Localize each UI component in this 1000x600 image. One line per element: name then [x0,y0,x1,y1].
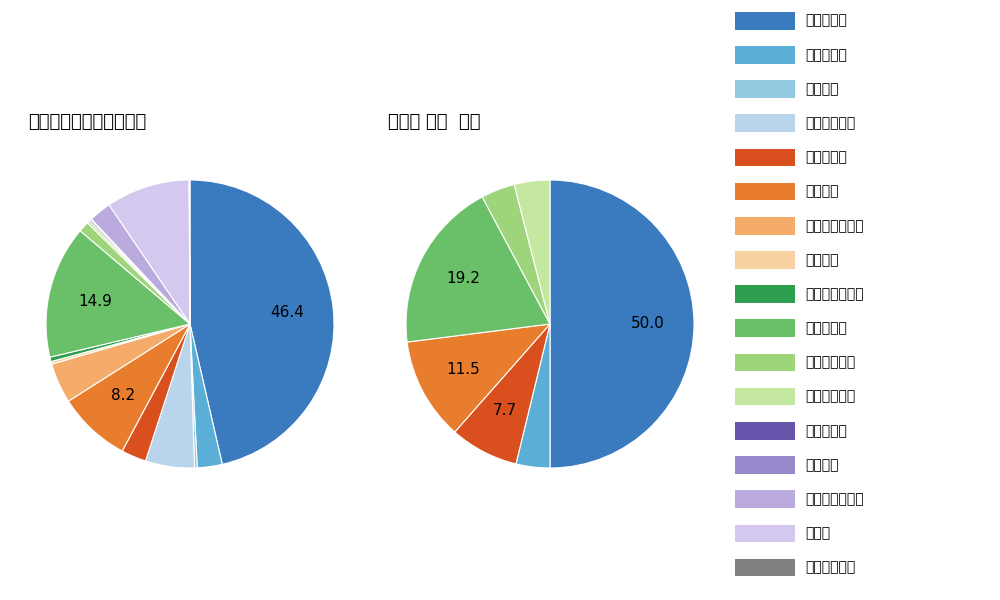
Text: チェンジアップ: チェンジアップ [806,219,864,233]
Bar [735,524,795,542]
Wedge shape [91,205,190,324]
Wedge shape [514,180,550,324]
Text: スプリット: スプリット [806,151,847,164]
Text: 11.5: 11.5 [447,362,480,377]
Text: 14.9: 14.9 [78,293,112,308]
Wedge shape [455,324,550,464]
Wedge shape [550,180,694,468]
Bar [735,353,795,371]
Wedge shape [89,220,190,324]
Text: 高速スライダー: 高速スライダー [806,287,864,301]
Text: スクリュー: スクリュー [806,424,847,438]
Wedge shape [51,324,190,364]
Wedge shape [516,324,550,468]
Text: スライダー: スライダー [806,321,847,335]
Bar [735,12,795,29]
Wedge shape [46,231,190,357]
Text: フォーク: フォーク [806,185,839,199]
Text: ナックルカーブ: ナックルカーブ [806,492,864,506]
Bar [735,388,795,406]
Text: シュート: シュート [806,82,839,96]
Wedge shape [190,324,197,468]
Text: パワーカーブ: パワーカーブ [806,389,856,404]
Wedge shape [482,185,550,324]
Text: 19.2: 19.2 [446,271,480,286]
Wedge shape [52,324,190,401]
Bar [735,456,795,474]
Bar [735,422,795,440]
Text: 縦スライダー: 縦スライダー [806,355,856,370]
Bar [735,80,795,98]
Bar [735,490,795,508]
Wedge shape [91,219,190,324]
Text: 50.0: 50.0 [631,317,665,331]
Bar [735,183,795,200]
Text: パ・リーグ全プレイヤー: パ・リーグ全プレイヤー [28,113,146,131]
Wedge shape [190,324,222,468]
Bar [735,319,795,337]
Text: 8.2: 8.2 [111,388,135,403]
Wedge shape [68,324,190,451]
Wedge shape [190,180,334,464]
Text: ツーシーム: ツーシーム [806,48,847,62]
Wedge shape [406,197,550,342]
Wedge shape [80,223,190,324]
Bar [735,149,795,166]
Bar [735,251,795,269]
Bar [735,46,795,64]
Text: 谷川原 健太  選手: 谷川原 健太 選手 [388,113,480,131]
Text: ナックル: ナックル [806,458,839,472]
Text: ストレート: ストレート [806,14,847,28]
Wedge shape [50,324,190,362]
Text: シンカー: シンカー [806,253,839,267]
Text: 46.4: 46.4 [270,305,304,320]
Wedge shape [88,221,190,324]
Bar [735,115,795,132]
Wedge shape [407,324,550,432]
Wedge shape [109,180,190,324]
Bar [735,559,795,577]
Text: カーブ: カーブ [806,526,831,541]
Bar [735,285,795,303]
Wedge shape [146,324,195,468]
Text: カットボール: カットボール [806,116,856,130]
Bar [735,217,795,235]
Text: スローカーブ: スローカーブ [806,560,856,575]
Wedge shape [122,324,190,461]
Text: 7.7: 7.7 [493,403,517,418]
